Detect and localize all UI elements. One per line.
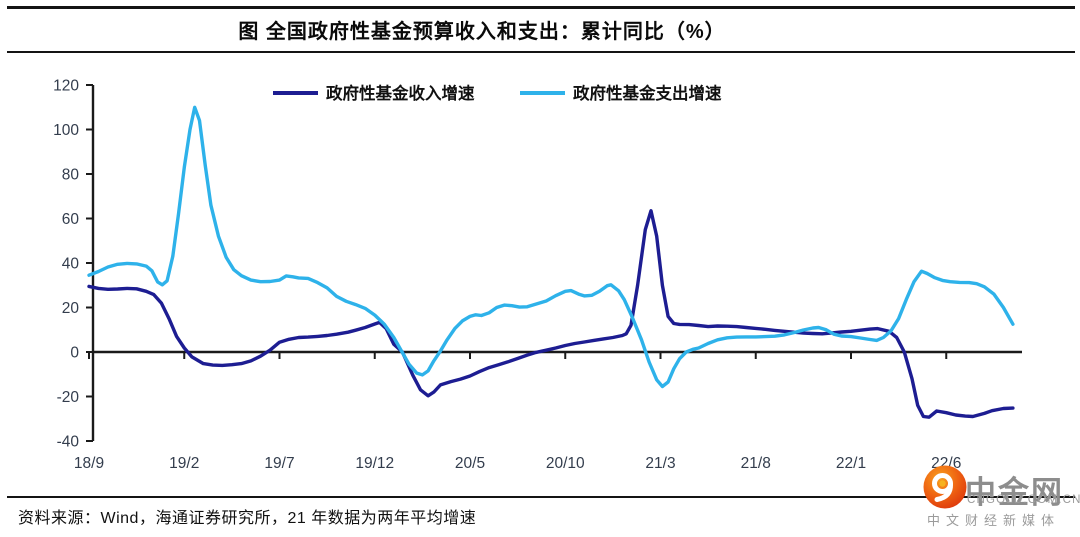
y-tick-label: -40 <box>57 434 80 451</box>
y-tick-label: 100 <box>53 122 79 139</box>
bottom-border-rule <box>7 496 1075 498</box>
x-tick-label: 18/9 <box>74 455 104 472</box>
legend-label-revenue: 政府性基金收入增速 <box>326 83 475 103</box>
watermark-brand-text: 中金网 <box>965 475 1064 510</box>
x-tick-label: 20/5 <box>455 455 485 472</box>
cngold-watermark: 中金网 CNGOLD.COM.CN 中文财经新媒体 <box>905 455 1080 537</box>
y-tick-label: -20 <box>57 389 80 406</box>
title-divider-rule <box>7 51 1075 53</box>
cngold-logo-icon <box>923 465 967 509</box>
watermark-tagline-text: 中文财经新媒体 <box>927 513 1061 528</box>
y-tick-label: 40 <box>62 256 80 273</box>
y-tick-label: 0 <box>70 345 79 362</box>
revenue-growth-line <box>87 208 1015 419</box>
source-note: 资料来源：Wind，海通证券研究所，21 年数据为两年平均增速 <box>18 510 477 527</box>
y-tick-label: 60 <box>62 211 80 228</box>
x-tick-label: 21/8 <box>741 455 771 472</box>
x-tick-label: 22/1 <box>836 455 866 472</box>
x-tick-label: 20/10 <box>546 455 585 472</box>
y-tick-label: 120 <box>53 78 79 95</box>
y-tick-label: 20 <box>62 300 80 317</box>
x-tick-label: 21/3 <box>645 455 675 472</box>
y-tick-label: 80 <box>62 167 80 184</box>
legend-label-expenditure: 政府性基金支出增速 <box>573 83 722 103</box>
watermark-domain-text: CNGOLD.COM.CN <box>967 494 1080 506</box>
chart-title: 图 全国政府性基金预算收入和支出：累计同比（%） <box>238 21 726 43</box>
x-tick-label: 19/2 <box>169 455 199 472</box>
expenditure-growth-line <box>87 105 1015 389</box>
top-border-rule <box>7 6 1075 9</box>
x-tick-label: 19/7 <box>264 455 294 472</box>
x-tick-label: 19/12 <box>355 455 394 472</box>
